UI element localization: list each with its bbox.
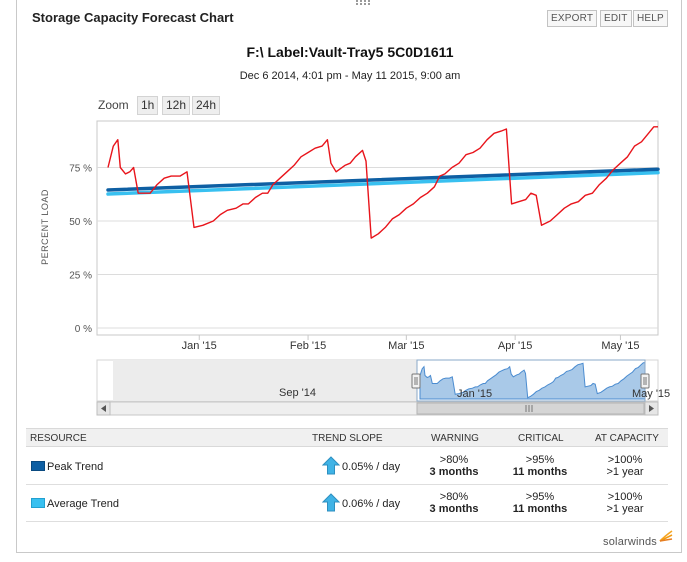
header-at-capacity: AT CAPACITY — [595, 433, 659, 444]
chart-date-range: Dec 6 2014, 4:01 pm - May 11 2015, 9:00 … — [239, 70, 461, 82]
navigator-right-handle[interactable] — [640, 373, 650, 389]
export-button[interactable]: EXPORT — [547, 10, 598, 27]
warning-time: 3 months — [429, 466, 479, 478]
critical-cell: >95% 11 months — [500, 491, 580, 515]
critical-threshold: >95% — [525, 491, 555, 503]
edit-button[interactable]: EDIT — [600, 10, 632, 27]
navigator-mask — [113, 360, 417, 401]
capacity-cell: >100% >1 year — [592, 454, 658, 478]
zoom-label: Zoom — [98, 98, 129, 112]
header-trend-slope: TREND SLOPE — [312, 433, 383, 444]
trend-up-arrow-icon — [322, 493, 340, 512]
x-tick-label: Jan '15 — [182, 340, 217, 352]
capacity-threshold: >100% — [607, 491, 643, 503]
warning-cell: >80% 3 months — [421, 491, 487, 515]
scroll-left-button[interactable] — [96, 401, 111, 416]
peak-trend-line — [106, 167, 660, 192]
x-tick-label: May '15 — [601, 340, 639, 352]
warning-cell: >80% 3 months — [421, 454, 487, 478]
chart-title: F:\ Label:Vault-Tray5 5C0D1611 — [246, 44, 454, 60]
table-row-peak-trend: Peak Trend 0.05% / day >80% 3 months >95… — [26, 448, 668, 485]
navigator-tick-sep: Sep '14 — [279, 387, 316, 399]
zoom-24h-button[interactable]: 24h — [192, 96, 221, 115]
x-tick-label: Feb '15 — [290, 340, 326, 352]
x-tick-label: Apr '15 — [498, 340, 533, 352]
navigator-left-handle[interactable] — [411, 373, 421, 389]
x-tick-label: Mar '15 — [388, 340, 424, 352]
peak-trend-swatch — [31, 461, 45, 471]
percent-load-line — [107, 126, 658, 239]
capacity-time: >1 year — [606, 503, 644, 515]
trend-slope: 0.06% / day — [342, 498, 401, 510]
critical-time: 11 months — [512, 466, 568, 478]
drag-grip-icon[interactable] — [354, 0, 374, 6]
trend-up-arrow-icon — [322, 456, 340, 475]
forecast-chart: 0 % 25 % 50 % 75 % Jan '15 Feb '15 Mar '15 Apr… — [40, 120, 670, 416]
help-button[interactable]: HELP — [633, 10, 668, 27]
y-axis-label: PERCENT LOAD — [40, 189, 50, 265]
critical-cell: >95% 11 months — [500, 454, 580, 478]
header-critical: CRITICAL — [518, 433, 564, 444]
average-trend-swatch — [31, 498, 45, 508]
brand-flame-icon — [659, 530, 673, 542]
zoom-1h-button[interactable]: 1h — [137, 96, 159, 115]
navigator-scrollbar[interactable] — [96, 401, 659, 416]
y-tick-label: 75 % — [69, 164, 92, 175]
solarwinds-logo: solarwinds — [603, 530, 673, 548]
navigator-tick-jan: Jan '15 — [457, 388, 492, 400]
zoom-12h-button[interactable]: 12h — [162, 96, 191, 115]
warning-threshold: >80% — [439, 454, 469, 466]
y-tick-label: 50 % — [69, 217, 92, 228]
navigator[interactable]: Sep '14 Jan '15 May '15 — [96, 359, 670, 402]
scroll-left-arrow-icon — [101, 405, 106, 412]
brand-text: solarwinds — [603, 536, 657, 548]
resource-name: Peak Trend — [47, 461, 104, 473]
y-tick-label: 0 % — [75, 324, 92, 335]
warning-threshold: >80% — [439, 491, 469, 503]
capacity-cell: >100% >1 year — [592, 491, 658, 515]
trend-slope: 0.05% / day — [342, 461, 401, 473]
average-trend-line — [106, 170, 660, 196]
scrollbar-thumb[interactable] — [416, 402, 645, 415]
critical-threshold: >95% — [525, 454, 555, 466]
header-warning: WARNING — [431, 433, 479, 444]
warning-time: 3 months — [429, 503, 479, 515]
y-tick-label: 25 % — [69, 271, 92, 282]
table-row-average-trend: Average Trend 0.06% / day >80% 3 months … — [26, 485, 668, 522]
plot-area — [96, 120, 659, 336]
navigator-series — [419, 362, 646, 400]
panel-title: Storage Capacity Forecast Chart — [32, 10, 234, 25]
header-resource: RESOURCE — [30, 433, 87, 444]
scroll-right-button[interactable] — [644, 401, 659, 416]
critical-time: 11 months — [512, 503, 568, 515]
capacity-threshold: >100% — [607, 454, 643, 466]
navigator-tick-may: May '15 — [632, 388, 670, 400]
scroll-right-arrow-icon — [649, 405, 654, 412]
table-header: RESOURCE TREND SLOPE WARNING CRITICAL AT… — [26, 428, 668, 447]
capacity-time: >1 year — [606, 466, 644, 478]
resource-name: Average Trend — [47, 498, 119, 510]
